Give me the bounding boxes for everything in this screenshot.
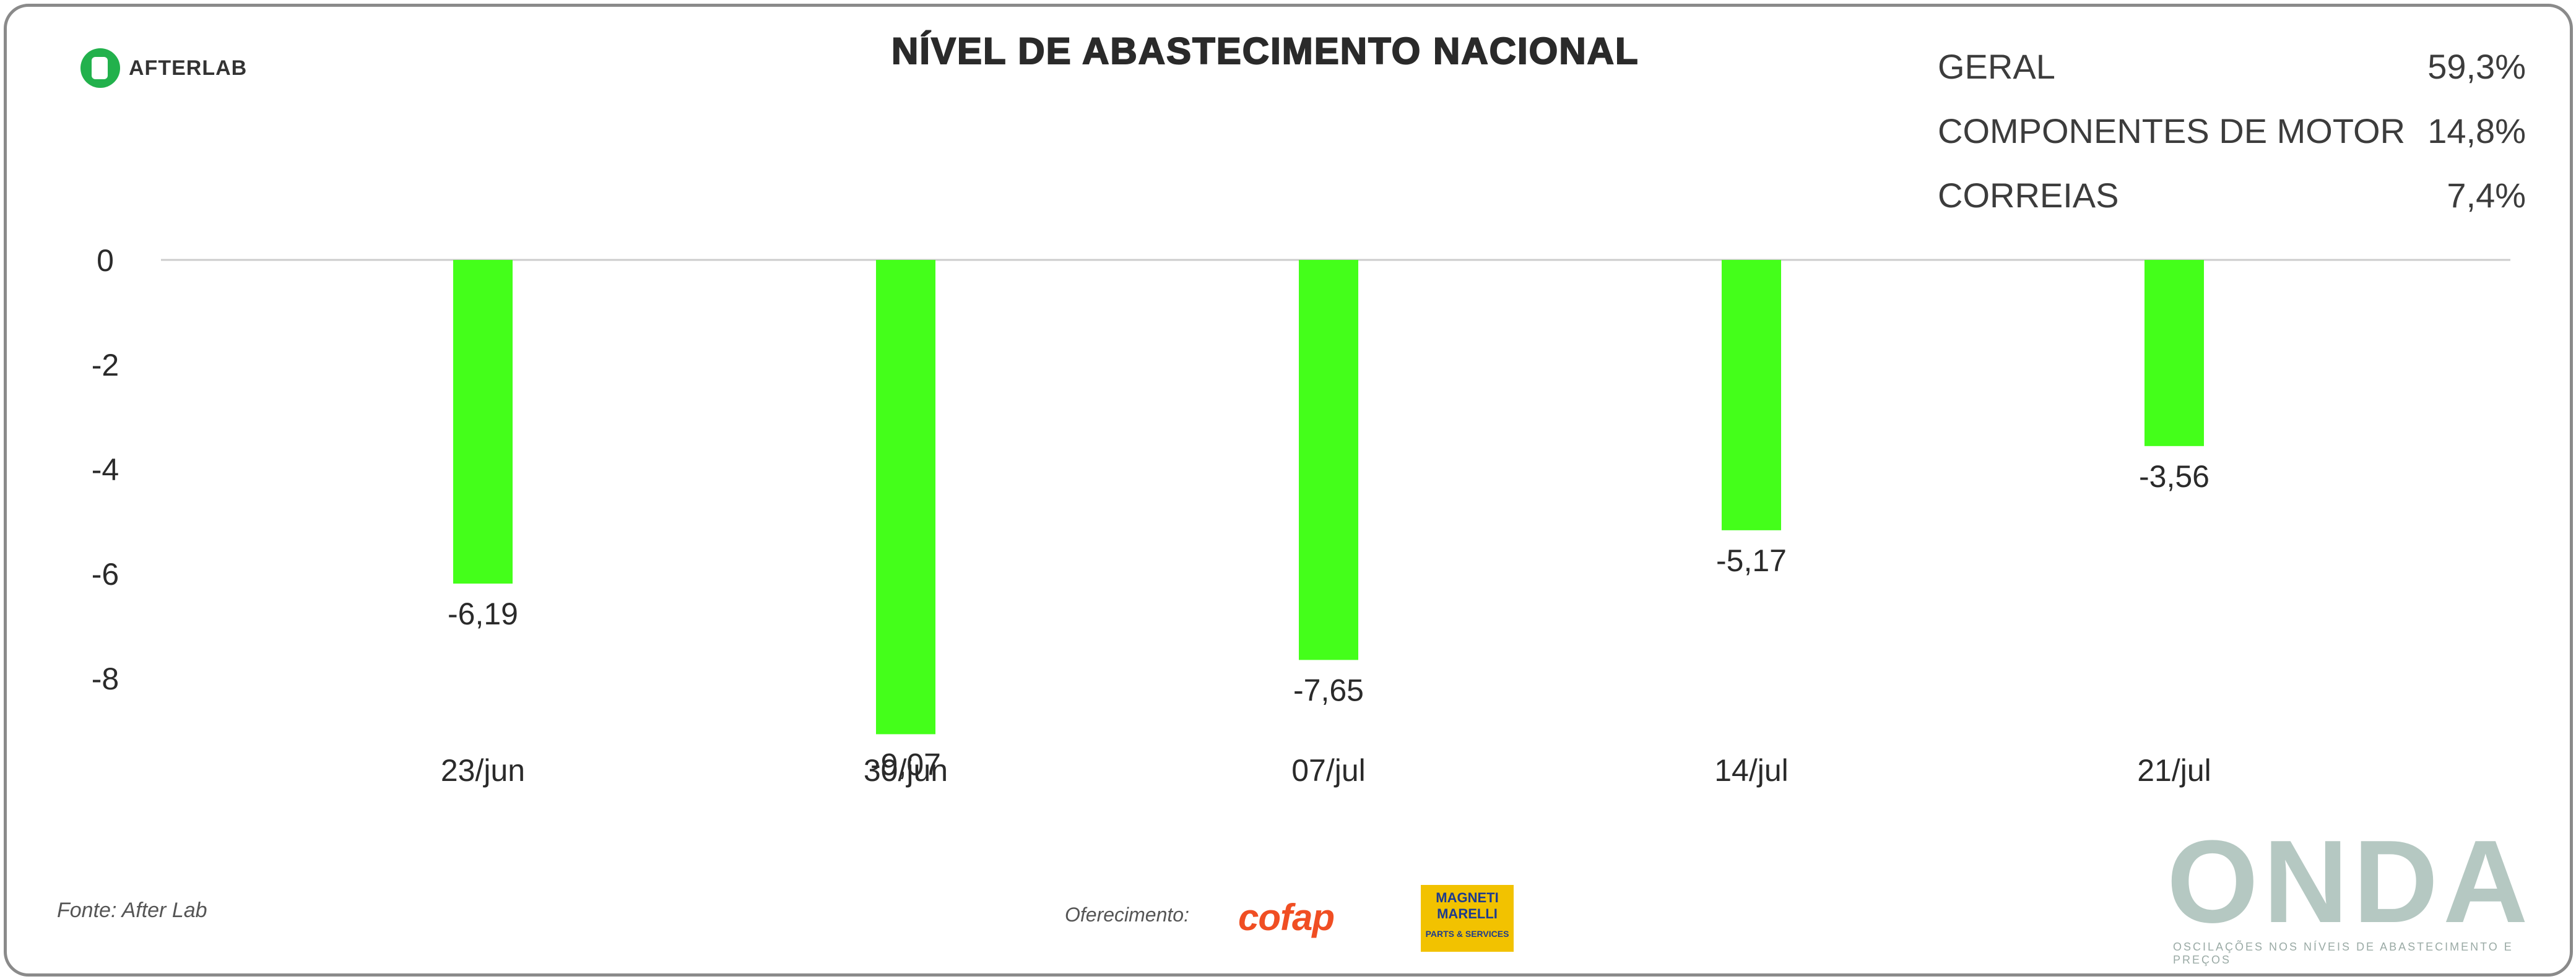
stat-label: COMPONENTES DE MOTOR: [1938, 111, 2406, 150]
magneti-logo-top: MAGNETI: [1436, 890, 1499, 905]
source-note: Fonte: After Lab: [57, 899, 207, 922]
bar-23-jun: [453, 260, 513, 584]
data-label: -3,56: [2139, 459, 2210, 494]
stat-value: 7,4%: [2447, 175, 2526, 215]
data-label: -6,19: [448, 597, 518, 631]
sponsor-label: Oferecimento:: [1065, 904, 1189, 926]
stat-row-componentes-de-motor: COMPONENTES DE MOTOR 14,8%: [1938, 98, 2526, 163]
magneti-marelli-logo: MAGNETI MARELLI PARTS & SERVICES: [1421, 885, 1514, 952]
stat-row-correias: CORREIAS 7,4%: [1938, 163, 2526, 227]
y-tick-label: -2: [92, 348, 119, 382]
onda-logo-subtitle: OSCILAÇÕES NOS NÍVEIS DE ABASTECIMENTO E…: [2173, 941, 2513, 966]
x-tick-label: 07/jul: [1291, 753, 1366, 788]
cofap-logo: cofap: [1238, 897, 1335, 938]
stats-panel: GERAL 59,3% COMPONENTES DE MOTOR 14,8% C…: [1938, 34, 2526, 227]
chart-frame: [4, 4, 2573, 977]
stat-label: GERAL: [1938, 46, 2055, 86]
stat-row-geral: GERAL 59,3%: [1938, 34, 2526, 98]
data-label: -5,17: [1716, 543, 1787, 578]
y-tick-label: -4: [92, 452, 119, 487]
magneti-logo-bottom: MARELLI: [1437, 906, 1498, 921]
y-tick-label: 0: [97, 243, 114, 278]
bar-30-jun: [876, 260, 935, 735]
x-tick-label: 21/jul: [2137, 753, 2211, 788]
onda-logo: ONDA: [2167, 816, 2533, 947]
bar-07-jul: [1299, 260, 1358, 660]
y-tick-label: -8: [92, 662, 119, 696]
chart-title: NÍVEL DE ABASTECIMENTO NACIONAL: [891, 30, 1639, 72]
data-label: -7,65: [1293, 673, 1364, 707]
stat-value: 59,3%: [2427, 46, 2526, 86]
afterlab-logo-mark: [80, 48, 120, 88]
y-tick-label: -6: [92, 557, 119, 592]
data-label: -9,07: [870, 747, 941, 782]
magneti-logo-sub: PARTS & SERVICES: [1425, 929, 1509, 939]
bar-21-jul: [2144, 260, 2204, 446]
x-tick-label: 30/jun: [864, 753, 948, 788]
bar-14-jul: [1722, 260, 1781, 530]
x-tick-label: 23/jun: [441, 753, 525, 788]
afterlab-logo-text: AFTERLAB: [129, 56, 248, 80]
x-tick-label: 14/jul: [1714, 753, 1789, 788]
stat-label: CORREIAS: [1938, 175, 2119, 215]
stat-value: 14,8%: [2427, 111, 2526, 150]
afterlab-logo: AFTERLAB: [80, 48, 247, 88]
